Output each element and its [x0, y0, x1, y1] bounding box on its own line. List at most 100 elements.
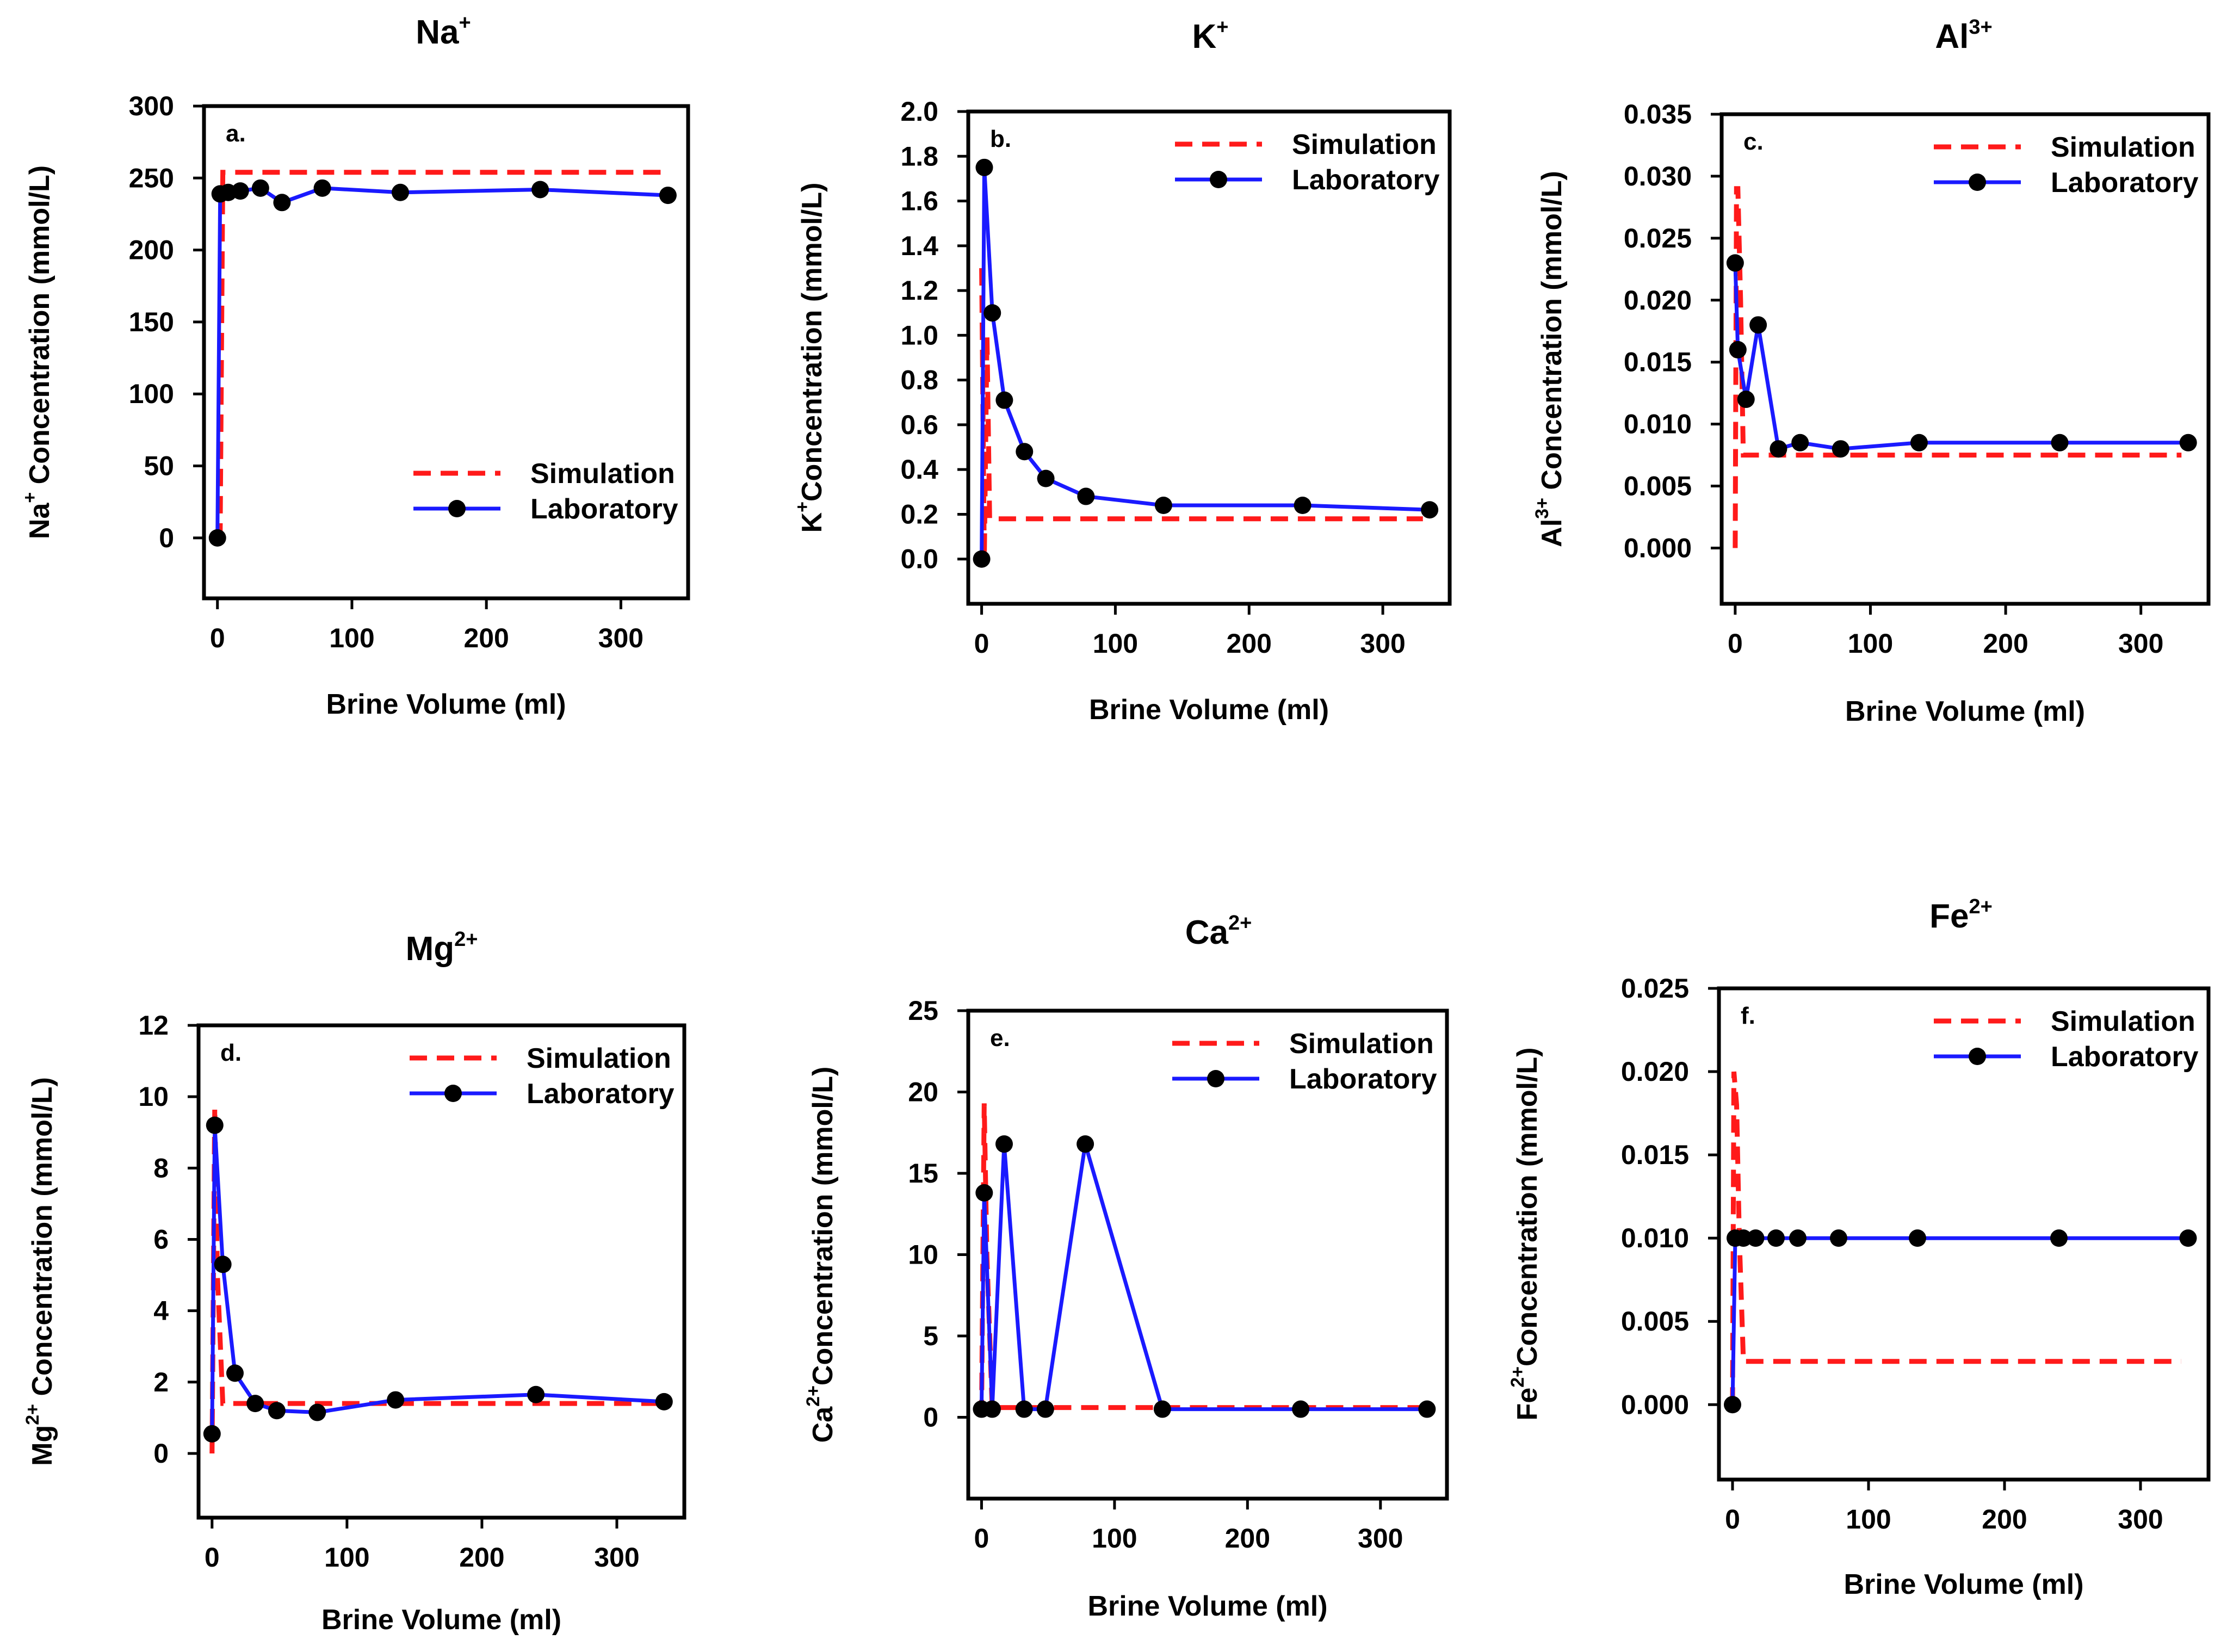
- panel-letter: f.: [1741, 1003, 1755, 1029]
- plot-area: [973, 1103, 1436, 1418]
- legend-simulation-label: Simulation: [527, 1043, 671, 1074]
- y-tick-label: 10: [138, 1081, 169, 1112]
- y-tick-label: 0: [159, 523, 174, 553]
- laboratory-point: [2179, 434, 2197, 451]
- y-axis-label-sup: 3+: [1532, 498, 1552, 519]
- plot-area: [1724, 1071, 2197, 1414]
- y-axis-label: Fe2+Concentration (mmol/L): [1507, 1048, 1543, 1421]
- panel-title: K+: [1192, 16, 1229, 55]
- laboratory-point: [1749, 316, 1767, 334]
- y-tick-label: 0.030: [1624, 161, 1692, 191]
- y-axis-label-rest: Concentration (mmol/L): [796, 183, 828, 502]
- laboratory-point: [983, 304, 1001, 322]
- laboratory-point: [983, 1400, 1001, 1418]
- y-tick-label: 0.4: [900, 454, 938, 485]
- laboratory-point: [226, 1364, 244, 1382]
- y-tick-label: 0.8: [900, 365, 938, 395]
- y-axis-label: Ca2+Concentration (mmol/L): [803, 1067, 839, 1443]
- x-axis-label: Brine Volume (ml): [326, 689, 566, 720]
- laboratory-line: [979, 1143, 1427, 1412]
- legend-laboratory-marker: [444, 1085, 462, 1102]
- plot-area: [1726, 186, 2197, 548]
- laboratory-point: [1767, 1229, 1785, 1247]
- laboratory-point: [1036, 1400, 1054, 1418]
- y-tick-label: 1.0: [900, 320, 938, 350]
- y-axis-label-main: Mg: [27, 1425, 58, 1466]
- laboratory-point: [1726, 254, 1744, 272]
- x-tick-label: 0: [974, 628, 989, 659]
- simulation-line: [1730, 1071, 2181, 1405]
- plot-frame: [202, 104, 690, 601]
- y-axis-label-main: Fe: [1512, 1388, 1543, 1421]
- y-tick-label: 0.005: [1621, 1306, 1689, 1337]
- y-tick-label: 300: [129, 91, 174, 121]
- laboratory-point: [975, 1184, 993, 1202]
- laboratory-point: [995, 391, 1013, 409]
- y-tick-label: 5: [923, 1321, 938, 1351]
- laboratory-point: [659, 187, 677, 205]
- panel-title-sup: 2+: [1228, 912, 1252, 935]
- x-tick-label: 100: [1848, 628, 1893, 659]
- legend: Simulation Laboratory: [1175, 129, 1440, 196]
- plot-frame: [196, 1023, 686, 1520]
- y-tick-label: 0: [153, 1438, 169, 1469]
- x-tick-label: 100: [1092, 1523, 1137, 1554]
- x-tick-label: 300: [2118, 1504, 2163, 1535]
- laboratory-point: [973, 550, 991, 568]
- laboratory-point: [975, 158, 993, 176]
- plot-area: [203, 1107, 673, 1454]
- x-tick-label: 300: [1360, 628, 1405, 659]
- y-tick-label: 0.005: [1624, 471, 1692, 502]
- legend-laboratory-marker: [1207, 1070, 1224, 1087]
- plot-frame: [1717, 986, 2211, 1482]
- panel-title: Na+: [416, 11, 471, 51]
- panel-title-sup: 2+: [454, 928, 478, 951]
- x-tick-label: 200: [1983, 628, 2028, 659]
- panel-title: Mg2+: [406, 928, 478, 968]
- legend-simulation-label: Simulation: [1292, 129, 1437, 160]
- y-axis-label-sup: 2+: [22, 1404, 43, 1425]
- y-tick-label: 2: [153, 1367, 169, 1397]
- laboratory-point: [1910, 434, 1928, 451]
- x-tick-label: 100: [324, 1542, 369, 1573]
- y-axis-label-rest: Concentration (mmol/L): [807, 1067, 839, 1385]
- laboratory-point: [2179, 1229, 2197, 1247]
- panel-letter: e.: [990, 1025, 1010, 1051]
- y-tick-label: 0.025: [1621, 973, 1689, 1004]
- y-tick-label: 15: [908, 1158, 938, 1189]
- y-axis-label: Al3+ Concentration (mmol/L): [1532, 171, 1568, 547]
- panel-title-main: K: [1192, 18, 1217, 55]
- legend-laboratory-label: Laboratory: [2051, 1041, 2199, 1073]
- y-tick-label: 0.015: [1621, 1140, 1689, 1170]
- laboratory-point: [251, 179, 269, 197]
- legend-laboratory-marker: [1969, 174, 1986, 191]
- laboratory-point: [2050, 1229, 2068, 1247]
- y-tick-label: 50: [144, 451, 174, 481]
- y-tick-label: 8: [153, 1153, 169, 1183]
- y-tick-label: 0.015: [1624, 347, 1692, 378]
- y-tick-label: 0.2: [900, 499, 938, 529]
- y-tick-label: 1.2: [900, 275, 938, 306]
- simulation-line: [979, 268, 1423, 559]
- laboratory-point: [231, 182, 249, 200]
- y-tick-label: 1.8: [900, 141, 938, 171]
- laboratory-point: [268, 1402, 286, 1420]
- laboratory-point: [1830, 1229, 1847, 1247]
- y-tick-label: 0.010: [1624, 409, 1692, 440]
- x-tick-label: 200: [1225, 1523, 1270, 1554]
- laboratory-point: [1421, 501, 1439, 519]
- x-tick-label: 300: [594, 1542, 639, 1573]
- x-tick-label: 100: [329, 623, 374, 653]
- x-tick-label: 0: [1725, 1504, 1740, 1535]
- laboratory-point: [214, 1255, 232, 1273]
- y-axis-label-main: Na: [24, 503, 55, 540]
- x-axis-label: Brine Volume (ml): [1089, 694, 1329, 726]
- y-tick-label: 250: [129, 163, 174, 193]
- x-axis-label: Brine Volume (ml): [321, 1604, 561, 1636]
- legend-laboratory-label: Laboratory: [527, 1078, 675, 1110]
- y-axis-label-rest: Concentration (mmol/L): [27, 1077, 58, 1404]
- laboratory-point: [1154, 497, 1172, 514]
